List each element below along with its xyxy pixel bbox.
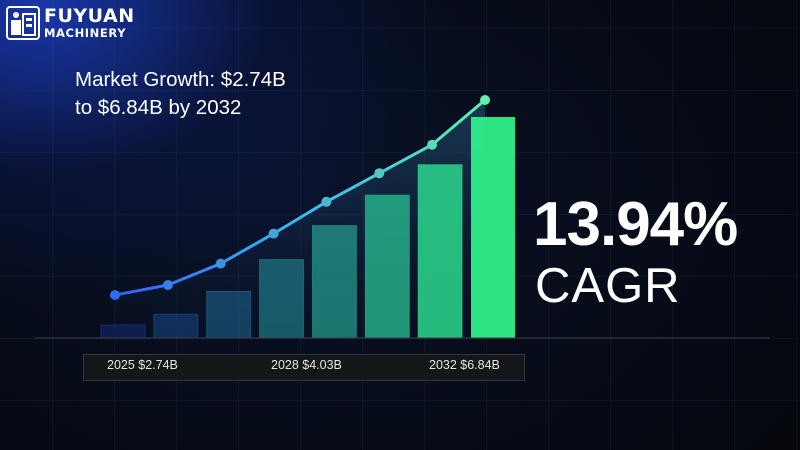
x-label-strip <box>83 354 525 381</box>
line-point-2032 <box>480 95 490 105</box>
line-point-2028 <box>268 228 279 239</box>
growth-line <box>114 98 486 297</box>
bar-2027 <box>206 291 252 339</box>
bar-2031 <box>417 164 463 339</box>
bar-2025 <box>100 324 146 339</box>
brand-name-line1: FUYUAN <box>44 4 135 27</box>
x-label-2028: 2028 $4.03B <box>271 358 342 372</box>
bar-2026 <box>153 313 199 339</box>
line-point-2027 <box>215 258 226 269</box>
brand-logo: FUYUAN MACHINERY <box>6 6 135 40</box>
cagr-value: 13.94% <box>533 190 738 259</box>
line-point-2026 <box>162 280 173 290</box>
x-label-2032: 2032 $6.84B <box>429 358 500 372</box>
brand-name-line2: MACHINERY <box>44 25 127 40</box>
line-point-2029 <box>321 196 332 207</box>
line-point-2025 <box>110 290 120 300</box>
chart-headline: Market Growth: $2.74B to $6.84B by 2032 <box>75 68 286 119</box>
bar-2028 <box>259 259 305 339</box>
cagr-label: CAGR <box>535 259 681 313</box>
bar-2032 <box>471 117 515 338</box>
line-point-2030 <box>374 168 385 179</box>
gear-machine-icon <box>6 6 40 40</box>
bar-2029 <box>311 225 357 339</box>
bar-2030 <box>364 194 410 339</box>
line-point-2031 <box>427 139 438 150</box>
x-label-2025: 2025 $2.74B <box>107 358 178 372</box>
